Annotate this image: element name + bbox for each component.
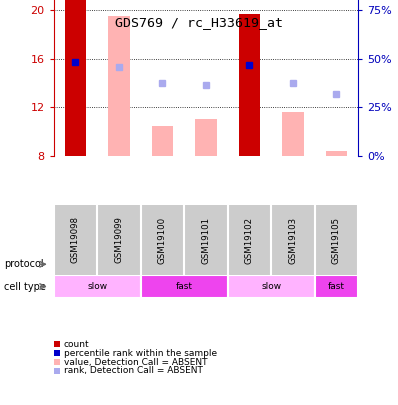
Text: GSM19103: GSM19103 bbox=[289, 216, 297, 264]
Text: cell type: cell type bbox=[4, 281, 46, 292]
Bar bbox=[195, 119, 217, 156]
Text: GSM19100: GSM19100 bbox=[158, 216, 167, 264]
Text: GSM19099: GSM19099 bbox=[115, 217, 123, 263]
Text: percentile rank within the sample: percentile rank within the sample bbox=[64, 349, 217, 358]
Text: rank, Detection Call = ABSENT: rank, Detection Call = ABSENT bbox=[64, 367, 203, 375]
Bar bbox=[152, 126, 174, 156]
Bar bbox=[141, 275, 228, 298]
Bar bbox=[54, 275, 228, 298]
Bar bbox=[54, 359, 60, 365]
Text: slow: slow bbox=[261, 282, 281, 291]
Text: slow: slow bbox=[87, 282, 107, 291]
Text: transplanted into brain: transplanted into brain bbox=[241, 282, 345, 291]
Bar bbox=[54, 368, 60, 374]
Text: GSM19102: GSM19102 bbox=[245, 216, 254, 264]
Bar bbox=[54, 350, 60, 356]
Bar bbox=[64, 0, 86, 156]
Text: count: count bbox=[64, 340, 89, 349]
Bar bbox=[315, 275, 358, 298]
Text: fast: fast bbox=[328, 282, 345, 291]
Bar bbox=[238, 14, 260, 156]
Bar bbox=[54, 341, 60, 347]
Text: GSM19098: GSM19098 bbox=[71, 216, 80, 264]
Text: GSM19105: GSM19105 bbox=[332, 216, 341, 264]
Bar bbox=[108, 16, 130, 156]
Bar bbox=[54, 275, 141, 298]
Bar bbox=[326, 151, 347, 156]
Bar bbox=[282, 112, 304, 156]
Text: monolayer migration assay: monolayer migration assay bbox=[79, 282, 203, 291]
Text: value, Detection Call = ABSENT: value, Detection Call = ABSENT bbox=[64, 358, 207, 367]
Text: GSM19101: GSM19101 bbox=[201, 216, 211, 264]
Text: fast: fast bbox=[176, 282, 193, 291]
Bar bbox=[228, 275, 315, 298]
Text: GDS769 / rc_H33619_at: GDS769 / rc_H33619_at bbox=[115, 16, 283, 29]
Bar bbox=[228, 275, 358, 298]
Text: protocol: protocol bbox=[4, 259, 44, 269]
